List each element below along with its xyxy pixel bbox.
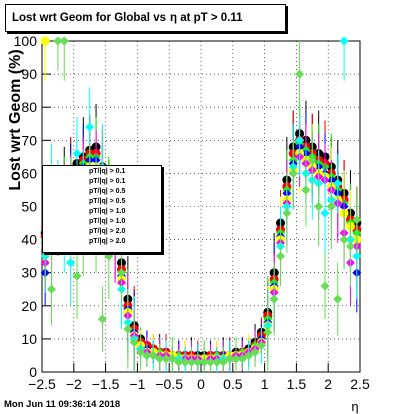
- data-point: [199, 357, 209, 367]
- data-point: [301, 185, 311, 195]
- y-tick-label: 90: [21, 66, 37, 82]
- data-point: [123, 324, 133, 334]
- data-point: [295, 135, 305, 145]
- y-tick-label: 10: [21, 331, 37, 347]
- data-point: [352, 215, 362, 225]
- data-point: [326, 202, 336, 211]
- legend-entry-4: pT/|q| > 0.5: [89, 198, 126, 205]
- chart-title-part-1: Lost wrt Geom for Global vs: [12, 12, 166, 24]
- data-point: [352, 251, 362, 261]
- data-point: [174, 357, 184, 367]
- y-tick-label: 70: [21, 132, 37, 148]
- data-point: [276, 251, 285, 261]
- data-point: [186, 357, 196, 367]
- data-point: [345, 241, 355, 251]
- data-point: [250, 347, 260, 357]
- x-tick-label: −1.5: [92, 376, 120, 392]
- data-point: [237, 354, 247, 364]
- data-point: [72, 271, 82, 281]
- x-tick-label: −1: [129, 376, 145, 392]
- data-point: [231, 354, 241, 364]
- legend-entry-5: pT/|q| > 1.0: [89, 208, 126, 215]
- data-point: [225, 354, 235, 364]
- data-point: [314, 202, 324, 211]
- data-point: [288, 168, 298, 178]
- data-point: [40, 36, 50, 46]
- data-point: [129, 337, 139, 347]
- data-point: [212, 357, 222, 367]
- data-point: [161, 354, 171, 364]
- data-point: [320, 208, 330, 218]
- data-point: [282, 208, 292, 218]
- x-tick-label: 1.5: [287, 376, 307, 392]
- chart-title: Lost wrt Geom for Global vs η at pT > 0.1…: [5, 4, 286, 32]
- data-point: [333, 178, 343, 188]
- data-point: [85, 122, 95, 132]
- x-tick-label: −0.5: [155, 376, 183, 392]
- data-point: [180, 357, 190, 367]
- data-point: [206, 357, 216, 367]
- legend-entry-2: pT/|q| > 0.1: [89, 178, 126, 185]
- legend-entry-6: pT/|q| > 1.0: [89, 218, 126, 225]
- data-point: [193, 357, 203, 367]
- data-point: [244, 350, 254, 360]
- data-point: [339, 36, 349, 46]
- footer-timestamp: Mon Jun 11 09:36:14 2018: [4, 399, 121, 410]
- data-point: [320, 281, 330, 291]
- data-point: [167, 354, 177, 364]
- data-point: [59, 36, 69, 46]
- x-axis-title: η: [351, 399, 358, 414]
- y-tick-label: 30: [21, 265, 37, 281]
- data-point: [339, 235, 349, 245]
- y-tick-label: 50: [21, 199, 37, 215]
- data-point: [256, 341, 266, 351]
- y-tick-label: 100: [14, 33, 38, 49]
- data-point: [117, 268, 126, 278]
- y-tick-label: 20: [21, 298, 37, 314]
- y-tick-label: 80: [21, 99, 37, 115]
- legend-entry-1: pT/|q| > 0.1: [89, 168, 126, 175]
- data-point: [307, 155, 317, 165]
- data-point: [97, 314, 107, 324]
- x-tick-label: 2: [324, 376, 332, 392]
- data-point: [218, 357, 228, 367]
- legend-entry-3: pT/|q| > 0.5: [89, 188, 126, 195]
- data-point: [53, 36, 63, 46]
- data-point: [295, 69, 305, 79]
- data-point: [66, 258, 76, 268]
- chart-title-part-2: η at pT > 0.11: [170, 12, 243, 24]
- data-point: [136, 347, 146, 357]
- y-axis-title: Lost wrt Geom (%): [7, 49, 24, 190]
- data-point: [47, 284, 57, 294]
- x-tick-label: −2.5: [28, 376, 56, 392]
- data-point: [269, 294, 279, 304]
- legend-entry-7: pT/|q| > 2.0: [89, 228, 126, 235]
- y-tick-label: 0: [29, 364, 37, 380]
- x-tick-label: −2: [66, 376, 82, 392]
- legend: pT/|q| > 0.1 pT/|q| > 0.1 pT/|q| > 0.5 p…: [42, 165, 162, 253]
- y-tick-label: 40: [21, 232, 37, 248]
- x-tick-label: 0.5: [223, 376, 243, 392]
- data-point: [104, 251, 114, 261]
- legend-entry-8: pT/|q| > 2.0: [89, 238, 126, 245]
- x-tick-label: 2.5: [350, 376, 370, 392]
- x-tick-label: 0: [197, 376, 205, 392]
- data-point: [333, 294, 343, 304]
- data-point: [155, 354, 165, 364]
- data-point: [72, 149, 82, 159]
- x-tick-label: 1: [261, 376, 269, 392]
- data-point: [148, 350, 158, 360]
- data-point: [142, 350, 152, 360]
- y-tick-label: 60: [21, 165, 37, 181]
- data-point: [263, 327, 273, 337]
